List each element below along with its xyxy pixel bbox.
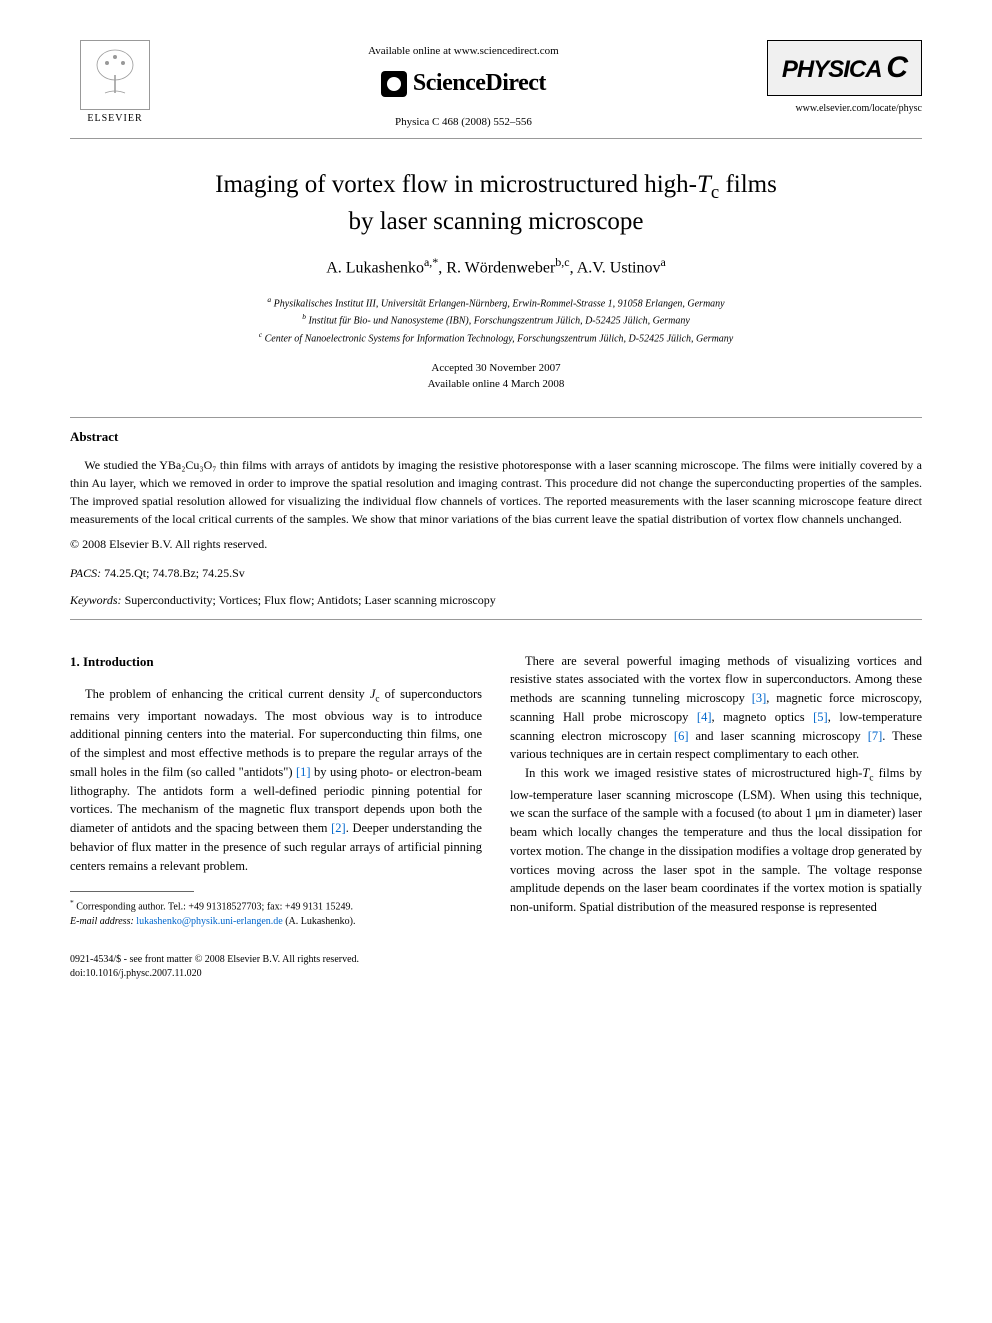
pacs-label: PACS: xyxy=(70,566,101,580)
section-1-heading: 1. Introduction xyxy=(70,652,482,672)
author-3: A.V. Ustinov xyxy=(577,260,661,277)
title-tc-c: c xyxy=(711,182,719,203)
center-header: Available online at www.sciencedirect.co… xyxy=(160,40,767,130)
page-header: ELSEVIER Available online at www.science… xyxy=(70,40,922,130)
footer-line1: 0921-4534/$ - see front matter © 2008 El… xyxy=(70,954,359,965)
email-link[interactable]: lukashenko@physik.uni-erlangen.de xyxy=(136,916,282,927)
physica-logo: PHYSICA C www.elsevier.com/locate/physc xyxy=(767,40,922,116)
p2-c: , magneto optics xyxy=(711,710,813,724)
accepted-date: Accepted 30 November 2007 xyxy=(431,362,560,374)
pacs-line: PACS: 74.25.Qt; 74.78.Bz; 74.25.Sv xyxy=(70,565,922,582)
online-date: Available online 4 March 2008 xyxy=(428,378,565,390)
intro-paragraph-3: In this work we imaged resistive states … xyxy=(510,764,922,917)
intro-paragraph-2: There are several powerful imaging metho… xyxy=(510,652,922,765)
title-part1-end: films xyxy=(719,171,777,198)
available-online-text: Available online at www.sciencedirect.co… xyxy=(160,44,767,59)
affiliation-b: Institut für Bio- und Nanosysteme (IBN),… xyxy=(308,316,689,327)
ref-4-link[interactable]: [4] xyxy=(697,710,712,724)
keywords-line: Keywords: Superconductivity; Vortices; F… xyxy=(70,592,922,609)
ref-6-link[interactable]: [6] xyxy=(674,729,689,743)
abstract-bottom-divider xyxy=(70,619,922,620)
physica-box: PHYSICA C xyxy=(767,40,922,96)
title-tc-t: T xyxy=(697,171,711,198)
elsevier-logo: ELSEVIER xyxy=(70,40,160,126)
journal-reference: Physica C 468 (2008) 552–556 xyxy=(160,115,767,130)
authors-line: A. Lukashenkoa,*, R. Wördenweberb,c, A.V… xyxy=(70,254,922,280)
header-divider xyxy=(70,138,922,139)
intro-paragraph-1: The problem of enhancing the critical cu… xyxy=(70,685,482,875)
affiliation-c: Center of Nanoelectronic Systems for Inf… xyxy=(265,333,734,344)
left-column: 1. Introduction The problem of enhancing… xyxy=(70,652,482,929)
ref-5-link[interactable]: [5] xyxy=(813,710,828,724)
email-label: E-mail address: xyxy=(70,916,134,927)
elsevier-tree-icon xyxy=(80,40,150,110)
sciencedirect-text: ScienceDirect xyxy=(413,67,546,101)
ref-1-link[interactable]: [1] xyxy=(296,765,311,779)
keywords-label: Keywords: xyxy=(70,593,122,607)
author-3-aff: a xyxy=(660,255,665,269)
ref-3-link[interactable]: [3] xyxy=(752,691,767,705)
affiliation-a: Physikalisches Institut III, Universität… xyxy=(274,298,725,309)
p3-a: In this work we imaged resistive states … xyxy=(525,766,862,780)
p2-e: and laser scanning microscopy xyxy=(688,729,867,743)
elsevier-label: ELSEVIER xyxy=(87,112,142,126)
pacs-codes: 74.25.Qt; 74.78.Bz; 74.25.Sv xyxy=(104,566,245,580)
abstract-text: We studied the YBa₂Cu₃O₇ thin films with… xyxy=(70,456,922,528)
ref-7-link[interactable]: [7] xyxy=(868,729,883,743)
abstract-top-divider xyxy=(70,417,922,418)
p3-b: films by low-temperature laser scanning … xyxy=(510,766,922,914)
author-2: R. Wördenweber xyxy=(446,260,555,277)
p1-a: The problem of enhancing the critical cu… xyxy=(85,687,370,701)
corresponding-author-footnote: * Corresponding author. Tel.: +49 913185… xyxy=(70,898,482,928)
article-dates: Accepted 30 November 2007 Available onli… xyxy=(70,360,922,393)
ref-2-link[interactable]: [2] xyxy=(331,821,346,835)
email-author-name: (A. Lukashenko). xyxy=(285,916,355,927)
body-columns: 1. Introduction The problem of enhancing… xyxy=(70,652,922,929)
abstract-copyright: © 2008 Elsevier B.V. All rights reserved… xyxy=(70,536,922,553)
physica-label: PHYSICA xyxy=(782,56,881,83)
physica-letter: C xyxy=(886,51,907,84)
sciencedirect-icon xyxy=(381,71,407,97)
title-part2: by laser scanning microscope xyxy=(348,208,643,235)
journal-url[interactable]: www.elsevier.com/locate/physc xyxy=(767,102,922,116)
author-1-aff: a,* xyxy=(424,255,438,269)
page-footer: 0921-4534/$ - see front matter © 2008 El… xyxy=(70,953,922,981)
footnote-divider xyxy=(70,891,194,892)
keywords-text: Superconductivity; Vortices; Flux flow; … xyxy=(125,593,496,607)
footer-doi: doi:10.1016/j.physc.2007.11.020 xyxy=(70,968,202,979)
author-2-aff: b,c xyxy=(555,255,569,269)
article-title: Imaging of vortex flow in microstructure… xyxy=(70,169,922,238)
sciencedirect-logo: ScienceDirect xyxy=(381,67,546,101)
author-1: A. Lukashenko xyxy=(326,260,424,277)
abstract-heading: Abstract xyxy=(70,428,922,446)
right-column: There are several powerful imaging metho… xyxy=(510,652,922,929)
corr-author-text: Corresponding author. Tel.: +49 91318527… xyxy=(76,902,353,913)
affiliations: a Physikalisches Institut III, Universit… xyxy=(70,294,922,346)
title-part1: Imaging of vortex flow in microstructure… xyxy=(215,171,697,198)
